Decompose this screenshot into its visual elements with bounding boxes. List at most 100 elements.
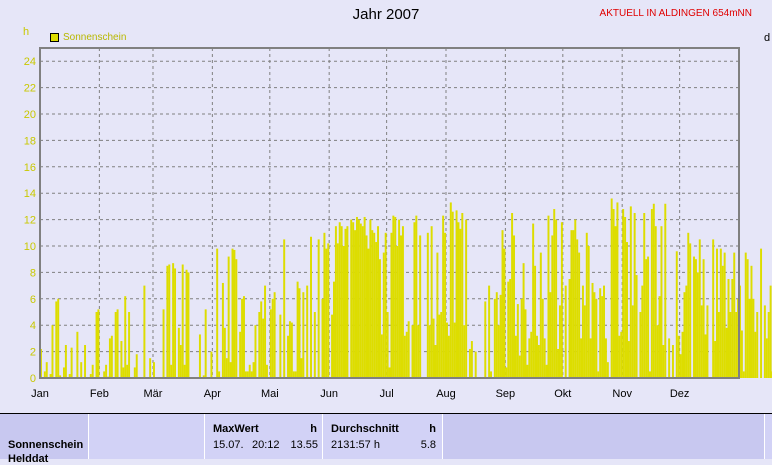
maxwert-unit: h xyxy=(310,423,317,435)
bar xyxy=(239,332,241,378)
bar xyxy=(768,312,770,378)
bar xyxy=(735,312,737,378)
bar xyxy=(249,365,251,378)
bar xyxy=(258,312,260,378)
y-tick-label: 10 xyxy=(24,241,36,253)
bar xyxy=(431,226,433,378)
bar xyxy=(272,299,274,378)
y-tick-label: 14 xyxy=(24,188,36,200)
bar xyxy=(611,198,613,378)
y-tick-label: 20 xyxy=(24,109,36,121)
bar xyxy=(360,224,362,378)
bar xyxy=(461,213,463,378)
bar xyxy=(96,312,98,378)
bar xyxy=(607,362,609,378)
bar xyxy=(390,233,392,378)
bar xyxy=(465,220,467,378)
bar xyxy=(253,362,255,378)
bar xyxy=(540,253,542,378)
bar xyxy=(498,325,500,378)
bar xyxy=(335,226,337,378)
bar xyxy=(530,332,532,378)
bar xyxy=(46,362,48,378)
y-tick-label: 16 xyxy=(24,162,36,174)
bar xyxy=(243,296,245,378)
bar xyxy=(143,286,145,378)
bar xyxy=(693,257,695,378)
bar xyxy=(519,356,521,378)
bar xyxy=(576,239,578,378)
bar xyxy=(111,336,113,378)
bar xyxy=(270,309,272,378)
bar xyxy=(398,220,400,378)
y-tick-label: 18 xyxy=(24,135,36,147)
bar xyxy=(314,312,316,378)
bar xyxy=(364,217,366,378)
bar xyxy=(371,230,373,378)
bar xyxy=(578,253,580,378)
bar xyxy=(387,312,389,378)
bar xyxy=(452,212,454,378)
bar xyxy=(749,299,751,378)
bar xyxy=(404,336,406,378)
bar xyxy=(97,309,99,378)
durchschnitt-total: 2131:57 h xyxy=(331,439,380,451)
bar xyxy=(115,312,117,378)
bar xyxy=(636,275,638,378)
bar xyxy=(706,305,708,378)
bar xyxy=(300,358,302,378)
bar xyxy=(657,325,659,378)
bar xyxy=(655,226,657,378)
bar xyxy=(662,345,664,378)
bar xyxy=(419,235,421,378)
bar xyxy=(469,349,471,378)
y-tick-label: 4 xyxy=(30,320,36,332)
x-tick-label: Mär xyxy=(144,388,163,400)
bar xyxy=(651,209,653,378)
summary-spacer-cell xyxy=(442,414,764,459)
maxwert-label: MaxWert xyxy=(213,423,259,435)
bar xyxy=(503,249,505,378)
bar xyxy=(624,217,626,378)
bar xyxy=(442,216,444,378)
bar xyxy=(226,358,228,378)
bar xyxy=(521,299,523,378)
bar xyxy=(57,299,59,378)
bar xyxy=(716,249,718,378)
bar xyxy=(766,338,768,378)
bar xyxy=(703,259,705,378)
bar xyxy=(572,230,574,378)
bar xyxy=(660,226,662,378)
bar xyxy=(542,299,544,378)
bar xyxy=(163,309,165,378)
bar xyxy=(232,249,234,378)
bar xyxy=(166,266,168,378)
bar xyxy=(590,338,592,378)
bar xyxy=(310,237,312,378)
x-tick-label: Feb xyxy=(90,388,109,400)
bar xyxy=(741,330,743,378)
bar xyxy=(392,216,394,378)
x-tick-label: Sep xyxy=(496,388,516,400)
bar xyxy=(71,348,73,378)
bar xyxy=(429,325,431,378)
bar xyxy=(366,235,368,378)
bar xyxy=(440,312,442,378)
bar xyxy=(168,264,170,378)
bar xyxy=(565,286,567,378)
bar xyxy=(639,312,641,378)
bar xyxy=(444,233,446,378)
bar xyxy=(747,259,749,378)
bar xyxy=(406,332,408,378)
x-tick-label: Mai xyxy=(261,388,279,400)
bar xyxy=(754,332,756,378)
bar xyxy=(456,210,458,378)
bar xyxy=(517,304,519,378)
bar xyxy=(274,292,276,378)
bar xyxy=(51,325,53,378)
bar xyxy=(120,341,122,378)
bar xyxy=(241,299,243,378)
bar xyxy=(641,286,643,378)
summary-panel: Sonnenschein Helddat MaxWert h 15.07. 20… xyxy=(0,413,772,459)
